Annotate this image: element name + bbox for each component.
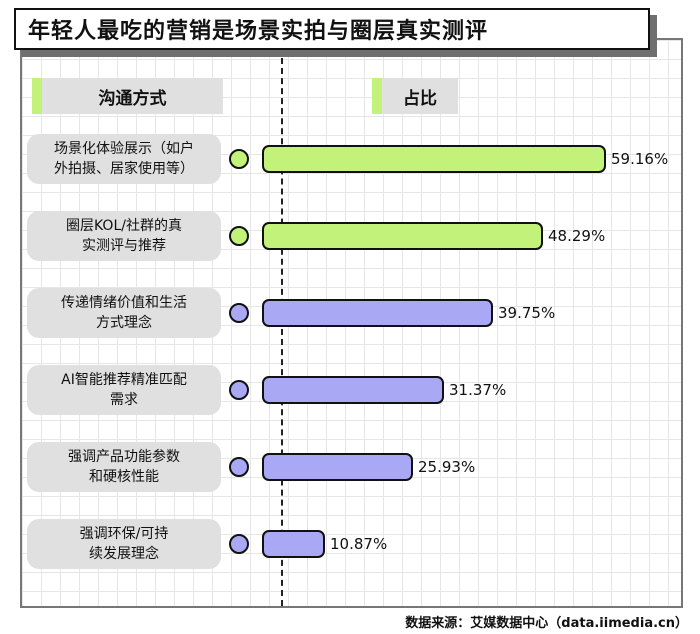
- category-label-line: 和硬核性能: [89, 469, 159, 485]
- category-label-line: AI智能推荐精准匹配: [61, 372, 187, 388]
- category-label-line: 强调产品功能参数: [68, 449, 180, 465]
- divider-line: [281, 58, 283, 606]
- category-label: 场景化体验展示（如户 外拍摄、居家使用等）: [27, 134, 221, 184]
- chart-title: 年轻人最吃的营销是场景实拍与圈层真实测评: [28, 19, 489, 44]
- bar: [262, 530, 325, 558]
- bar: [262, 376, 444, 404]
- category-label-line: 场景化体验展示（如户: [54, 141, 194, 157]
- header-accent: [372, 78, 382, 114]
- category-label-line: 圈层KOL/社群的真: [66, 218, 182, 234]
- column-header-share-label: 占比: [403, 88, 437, 109]
- category-label: 传递情绪价值和生活 方式理念: [27, 288, 221, 338]
- category-label: 强调产品功能参数 和硬核性能: [27, 442, 221, 492]
- category-label: 强调环保/可持 续发展理念: [27, 519, 221, 569]
- header-accent: [32, 78, 42, 114]
- value-label: 59.16%: [611, 150, 669, 168]
- category-label: 圈层KOL/社群的真 实测评与推荐: [27, 211, 221, 261]
- bar: [262, 299, 493, 327]
- legend-dot: [229, 149, 249, 169]
- value-label: 31.37%: [449, 381, 507, 399]
- bar: [262, 145, 606, 173]
- bar: [262, 222, 543, 250]
- legend-dot: [229, 303, 249, 323]
- column-header-method: 沟通方式: [32, 78, 223, 114]
- category-label-line: 传递情绪价值和生活: [61, 295, 187, 311]
- category-label-line: 实测评与推荐: [81, 238, 166, 254]
- bar: [262, 453, 413, 481]
- column-header-method-label: 沟通方式: [98, 88, 167, 109]
- category-label: AI智能推荐精准匹配 需求: [27, 365, 221, 415]
- legend-dot: [229, 380, 249, 400]
- legend-dot: [229, 534, 249, 554]
- value-label: 10.87%: [330, 535, 388, 553]
- source-note: 数据来源：艾媒数据中心（data.iimedia.cn）: [405, 616, 688, 631]
- category-label-line: 外拍摄、居家使用等）: [54, 161, 194, 177]
- value-label: 39.75%: [498, 304, 556, 322]
- category-label-line: 续发展理念: [89, 546, 159, 562]
- column-header-share: 占比: [372, 78, 458, 114]
- legend-dot: [229, 226, 249, 246]
- category-label-line: 需求: [110, 392, 138, 408]
- title-box: 年轻人最吃的营销是场景实拍与圈层真实测评: [14, 8, 650, 50]
- legend-dot: [229, 457, 249, 477]
- category-label-line: 强调环保/可持: [79, 526, 169, 542]
- category-label-line: 方式理念: [96, 315, 152, 331]
- value-label: 25.93%: [418, 458, 476, 476]
- value-label: 48.29%: [548, 227, 606, 245]
